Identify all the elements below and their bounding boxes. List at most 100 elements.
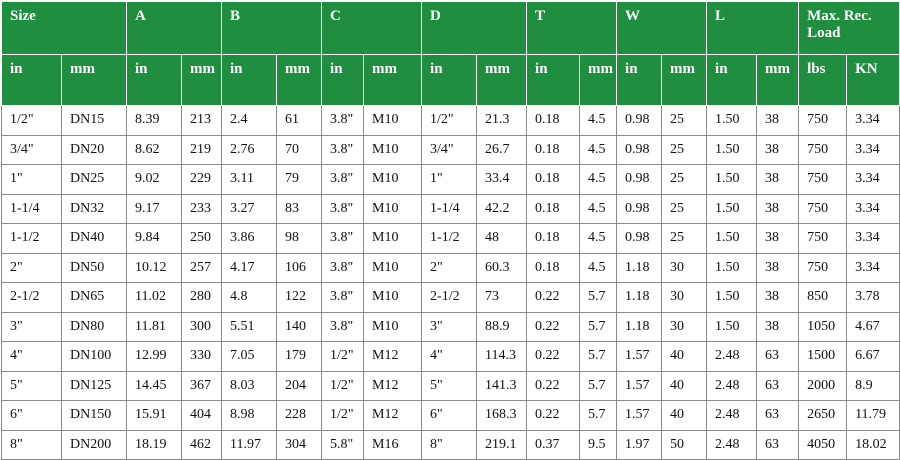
cell: 11.02	[126, 282, 183, 313]
cell: 38	[756, 193, 800, 224]
cell: 25	[661, 164, 708, 195]
cell: 1.50	[706, 193, 758, 224]
cell: DN20	[60, 134, 128, 165]
cell: 63	[756, 370, 800, 401]
cell: 2.4	[221, 105, 278, 136]
cell: 3.34	[846, 134, 900, 165]
cell: 5.8"	[321, 429, 365, 460]
cell: 9.02	[126, 164, 183, 195]
data-row: 2" DN50 10.12 257 4.17 106 3.8" M10 2" 60.3 0.18 4.…	[1, 252, 900, 283]
cell: 300	[181, 311, 223, 342]
cell: 330	[181, 341, 223, 372]
cell: 1.50	[706, 105, 758, 136]
cell: 3/4"	[1, 134, 62, 165]
cell: 1/2"	[321, 400, 365, 431]
cell: 228	[276, 400, 323, 431]
cell: 11.79	[846, 400, 900, 431]
cell: 79	[276, 164, 323, 195]
cell: 4.67	[846, 311, 900, 342]
cell: 40	[661, 370, 708, 401]
cell: M10	[363, 252, 423, 283]
cell: 114.3	[476, 341, 528, 372]
cell: 229	[181, 164, 223, 195]
cell: 1"	[421, 164, 478, 195]
cell: 3.8"	[321, 223, 365, 254]
unit-header: in	[706, 54, 758, 106]
group-header: B	[221, 1, 323, 55]
cell: M10	[363, 134, 423, 165]
cell: 3.8"	[321, 164, 365, 195]
cell: 5.7	[579, 400, 618, 431]
cell: 25	[661, 223, 708, 254]
cell: 1-1/4	[1, 193, 62, 224]
cell: DN25	[60, 164, 128, 195]
cell: 48	[476, 223, 528, 254]
cell: M12	[363, 341, 423, 372]
cell: 61	[276, 105, 323, 136]
cell: 21.3	[476, 105, 528, 136]
group-header: A	[126, 1, 223, 55]
cell: 3.86	[221, 223, 278, 254]
unit-header: mm	[276, 54, 323, 106]
cell: 0.18	[526, 134, 581, 165]
cell: 2.48	[706, 429, 758, 460]
cell: DN50	[60, 252, 128, 283]
cell: 219.1	[476, 429, 528, 460]
cell: 8.62	[126, 134, 183, 165]
cell: 179	[276, 341, 323, 372]
cell: 25	[661, 193, 708, 224]
cell: 1.18	[616, 282, 663, 313]
cell: 5"	[1, 370, 62, 401]
cell: 1-1/2	[1, 223, 62, 254]
cell: 4.5	[579, 164, 618, 195]
cell: 0.18	[526, 164, 581, 195]
cell: 0.98	[616, 193, 663, 224]
cell: 15.91	[126, 400, 183, 431]
cell: 2.48	[706, 370, 758, 401]
cell: 1/2"	[321, 370, 365, 401]
cell: 213	[181, 105, 223, 136]
cell: 50	[661, 429, 708, 460]
cell: 1500	[798, 341, 848, 372]
cell: 63	[756, 400, 800, 431]
unit-header: mm	[756, 54, 800, 106]
cell: 4.17	[221, 252, 278, 283]
cell: 3.8"	[321, 311, 365, 342]
header-row: Size A B C D T W L Max. Rec. Load	[0, 1, 900, 55]
cell: 4.5	[579, 252, 618, 283]
cell: 40	[661, 341, 708, 372]
cell: 5.7	[579, 311, 618, 342]
cell: 8.98	[221, 400, 278, 431]
cell: 63	[756, 341, 800, 372]
cell: 3.34	[846, 105, 900, 136]
cell: 30	[661, 311, 708, 342]
cell: 5.7	[579, 282, 618, 313]
cell: 3.34	[846, 164, 900, 195]
cell: 3.8"	[321, 252, 365, 283]
cell: 3.27	[221, 193, 278, 224]
cell: M10	[363, 193, 423, 224]
cell: 2.48	[706, 400, 758, 431]
unit-header: mm	[661, 54, 708, 106]
cell: 0.98	[616, 164, 663, 195]
cell: 38	[756, 164, 800, 195]
cell: DN40	[60, 223, 128, 254]
cell: 38	[756, 105, 800, 136]
cell: 750	[798, 105, 848, 136]
cell: 367	[181, 370, 223, 401]
cell: 1-1/2	[421, 223, 478, 254]
group-header: W	[616, 1, 708, 55]
group-header: Size	[0, 1, 128, 55]
cell: 38	[756, 282, 800, 313]
cell: 3.8"	[321, 282, 365, 313]
cell: 750	[798, 134, 848, 165]
cell: 5"	[421, 370, 478, 401]
unit-row: in mm in mm in mm in mm in mm in mm in mm in mm lbs KN	[1, 54, 900, 106]
data-row: 1-1/4 DN32 9.17 233 3.27 83 3.8" M10 1-1/4 42.2 0.…	[1, 193, 900, 224]
data-row: 8" DN200 18.19 462 11.97 304 5.8" M16 8" 219.1 0.3…	[1, 429, 900, 460]
cell: 4"	[421, 341, 478, 372]
cell: 3.8"	[321, 193, 365, 224]
cell: 0.18	[526, 252, 581, 283]
cell: 0.98	[616, 134, 663, 165]
